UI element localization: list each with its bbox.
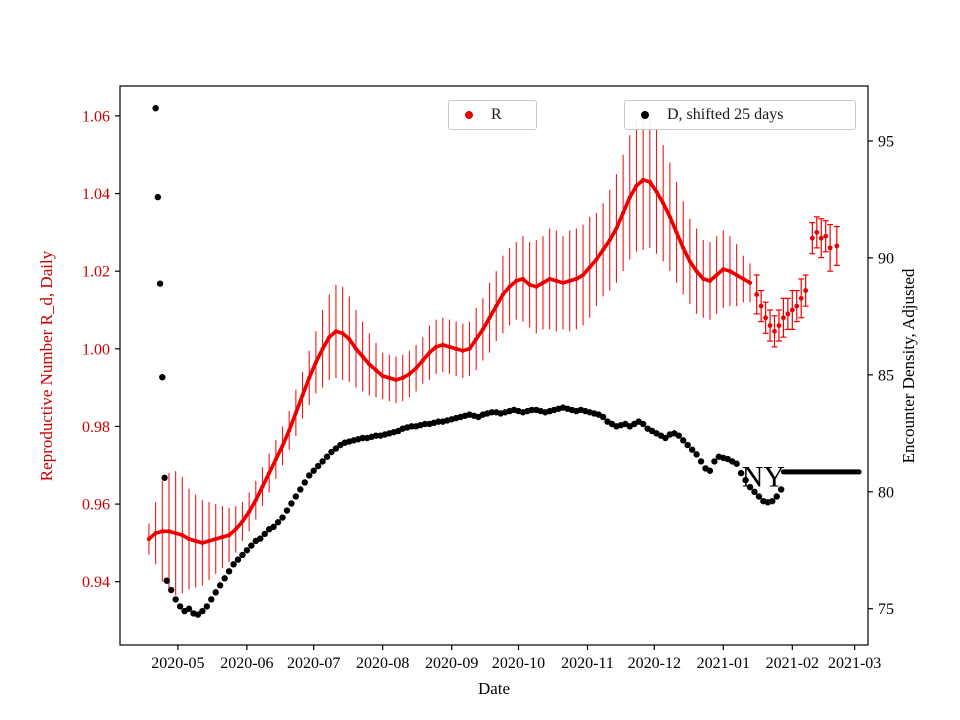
svg-text:75: 75 xyxy=(878,601,894,618)
svg-text:2020-12: 2020-12 xyxy=(628,655,681,672)
svg-text:0.98: 0.98 xyxy=(82,419,110,436)
y-axis-ticks-right: 75 80 85 90 95 xyxy=(868,133,894,618)
svg-text:2020-08: 2020-08 xyxy=(356,655,409,672)
legend-d[interactable]: D, shifted 25 days xyxy=(624,100,856,130)
r-marker-icon xyxy=(465,111,473,119)
svg-text:2020-11: 2020-11 xyxy=(561,655,614,672)
svg-text:2021-03: 2021-03 xyxy=(828,655,881,672)
x-axis-ticks: 2020-05 2020-06 2020-07 2020-08 2020-09 2020-… xyxy=(151,645,881,672)
svg-text:85: 85 xyxy=(878,367,894,384)
series-d-dots xyxy=(152,105,785,618)
series-r-errorbars xyxy=(148,110,751,596)
annotation-state: NY xyxy=(742,460,785,493)
series-r-recent xyxy=(753,216,840,348)
d-marker-icon xyxy=(641,111,649,119)
y-axis-ticks-left: 0.94 0.96 0.98 1.00 1.02 1.04 1.06 xyxy=(82,108,120,591)
y-axis-label-right: Encounter Density, Adjusted xyxy=(899,268,918,464)
legend-d-label: D, shifted 25 days xyxy=(667,106,784,123)
x-axis-label: Date xyxy=(477,679,511,698)
svg-text:0.96: 0.96 xyxy=(82,497,110,514)
plot-frame xyxy=(119,85,869,646)
svg-text:2020-10: 2020-10 xyxy=(492,655,545,672)
svg-text:95: 95 xyxy=(878,133,894,150)
svg-text:1.00: 1.00 xyxy=(82,341,110,358)
svg-text:2021-02: 2021-02 xyxy=(766,655,819,672)
svg-text:80: 80 xyxy=(878,484,894,501)
svg-text:1.06: 1.06 xyxy=(82,108,110,125)
svg-text:2020-06: 2020-06 xyxy=(220,655,273,672)
svg-text:90: 90 xyxy=(878,250,894,267)
svg-text:1.02: 1.02 xyxy=(82,264,110,281)
legend-r-label: R xyxy=(491,106,502,123)
svg-text:2020-09: 2020-09 xyxy=(425,655,478,672)
legend-r[interactable]: R xyxy=(448,100,537,130)
svg-text:2021-01: 2021-01 xyxy=(697,655,750,672)
svg-text:0.94: 0.94 xyxy=(82,574,110,591)
series-r-line xyxy=(146,177,753,546)
svg-text:2020-05: 2020-05 xyxy=(151,655,204,672)
y-axis-label-left: Reproductive Number R_d, Daily xyxy=(37,250,56,482)
svg-text:2020-07: 2020-07 xyxy=(287,655,340,672)
svg-text:1.04: 1.04 xyxy=(82,186,110,203)
